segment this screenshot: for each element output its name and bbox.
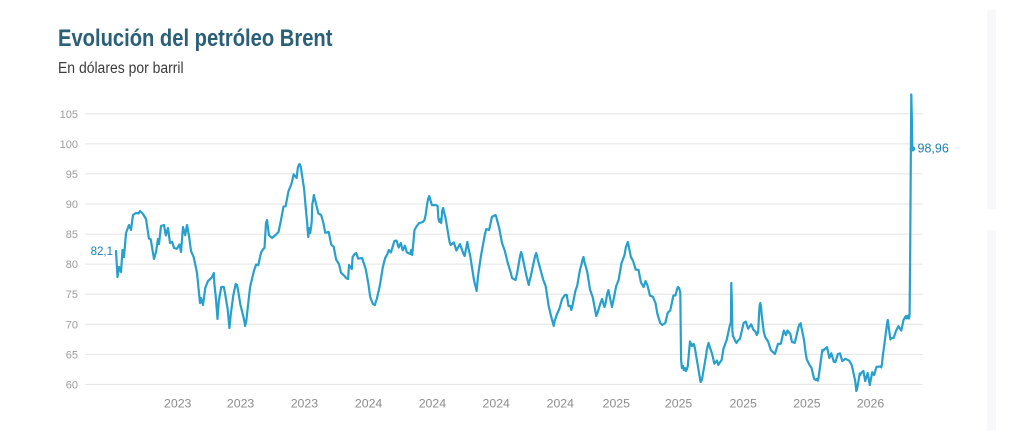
svg-text:2023: 2023 (164, 397, 192, 411)
svg-text:2023: 2023 (291, 397, 319, 411)
svg-text:100: 100 (60, 139, 78, 151)
svg-text:2025: 2025 (603, 397, 631, 411)
svg-text:90: 90 (66, 199, 78, 211)
svg-text:105: 105 (60, 109, 78, 121)
svg-text:70: 70 (66, 319, 78, 331)
svg-text:80: 80 (66, 259, 78, 271)
svg-text:2025: 2025 (665, 397, 693, 411)
svg-text:2024: 2024 (547, 397, 575, 411)
svg-text:2025: 2025 (730, 397, 758, 411)
svg-text:95: 95 (66, 169, 78, 181)
svg-text:2025: 2025 (793, 397, 821, 411)
svg-text:60: 60 (66, 379, 78, 391)
svg-text:82,1: 82,1 (91, 246, 113, 258)
svg-text:2024: 2024 (355, 397, 383, 411)
svg-text:2024: 2024 (483, 397, 511, 411)
svg-text:2023: 2023 (227, 397, 255, 411)
svg-text:98,96: 98,96 (918, 142, 949, 156)
svg-text:2026: 2026 (857, 397, 885, 411)
svg-text:2024: 2024 (419, 397, 447, 411)
svg-text:65: 65 (66, 349, 78, 361)
svg-text:85: 85 (66, 229, 78, 241)
svg-text:75: 75 (66, 289, 78, 301)
